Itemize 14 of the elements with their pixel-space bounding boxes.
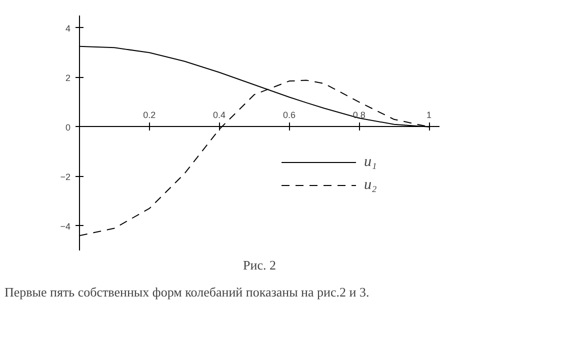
x-tick-label: 0.8 (352, 110, 366, 120)
y-tick-label: 0 (65, 122, 71, 132)
y-tick-label: −4 (60, 221, 71, 232)
text: Первые пять собственных форм колебаний показаны на рис.2 и 3. (4, 284, 370, 300)
y-tick-label: −2 (60, 172, 71, 182)
text: Рис. 2 (243, 258, 276, 272)
legend-label: u₁ (364, 154, 378, 170)
legend-label: u₂ (364, 176, 378, 194)
x-tick-label: 0.2 (143, 110, 156, 120)
x-tick-label: 1 (426, 110, 432, 120)
y-tick-label: 4 (65, 23, 71, 34)
x-tick-label: 0.6 (282, 110, 296, 120)
y-tick-label: 2 (65, 72, 71, 83)
x-tick-label: 0.4 (213, 110, 226, 120)
